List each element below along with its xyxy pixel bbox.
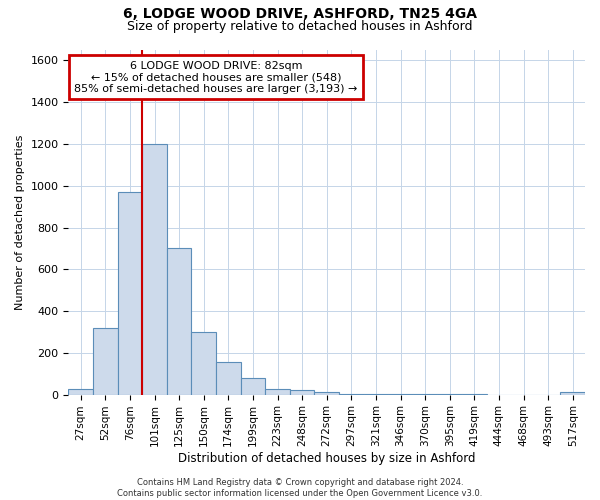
Bar (68, 390, 93, 394)
Bar (118, 192, 142, 394)
Text: 6 LODGE WOOD DRIVE: 82sqm
← 15% of detached houses are smaller (548)
85% of semi: 6 LODGE WOOD DRIVE: 82sqm ← 15% of detac… (74, 60, 358, 94)
Bar (265, 390, 290, 394)
Text: Contains HM Land Registry data © Crown copyright and database right 2024.
Contai: Contains HM Land Registry data © Crown c… (118, 478, 482, 498)
Bar (290, 390, 314, 394)
Bar (560, 392, 585, 394)
Bar (142, 144, 167, 395)
Bar (216, 362, 241, 394)
Bar (93, 328, 118, 394)
Text: 6, LODGE WOOD DRIVE, ASHFORD, TN25 4GA: 6, LODGE WOOD DRIVE, ASHFORD, TN25 4GA (123, 8, 477, 22)
Bar (191, 332, 216, 394)
Bar (241, 378, 265, 394)
Y-axis label: Number of detached properties: Number of detached properties (15, 134, 25, 310)
Bar (167, 248, 191, 394)
Text: Size of property relative to detached houses in Ashford: Size of property relative to detached ho… (127, 20, 473, 33)
Bar (314, 392, 339, 394)
X-axis label: Distribution of detached houses by size in Ashford: Distribution of detached houses by size … (178, 452, 475, 465)
